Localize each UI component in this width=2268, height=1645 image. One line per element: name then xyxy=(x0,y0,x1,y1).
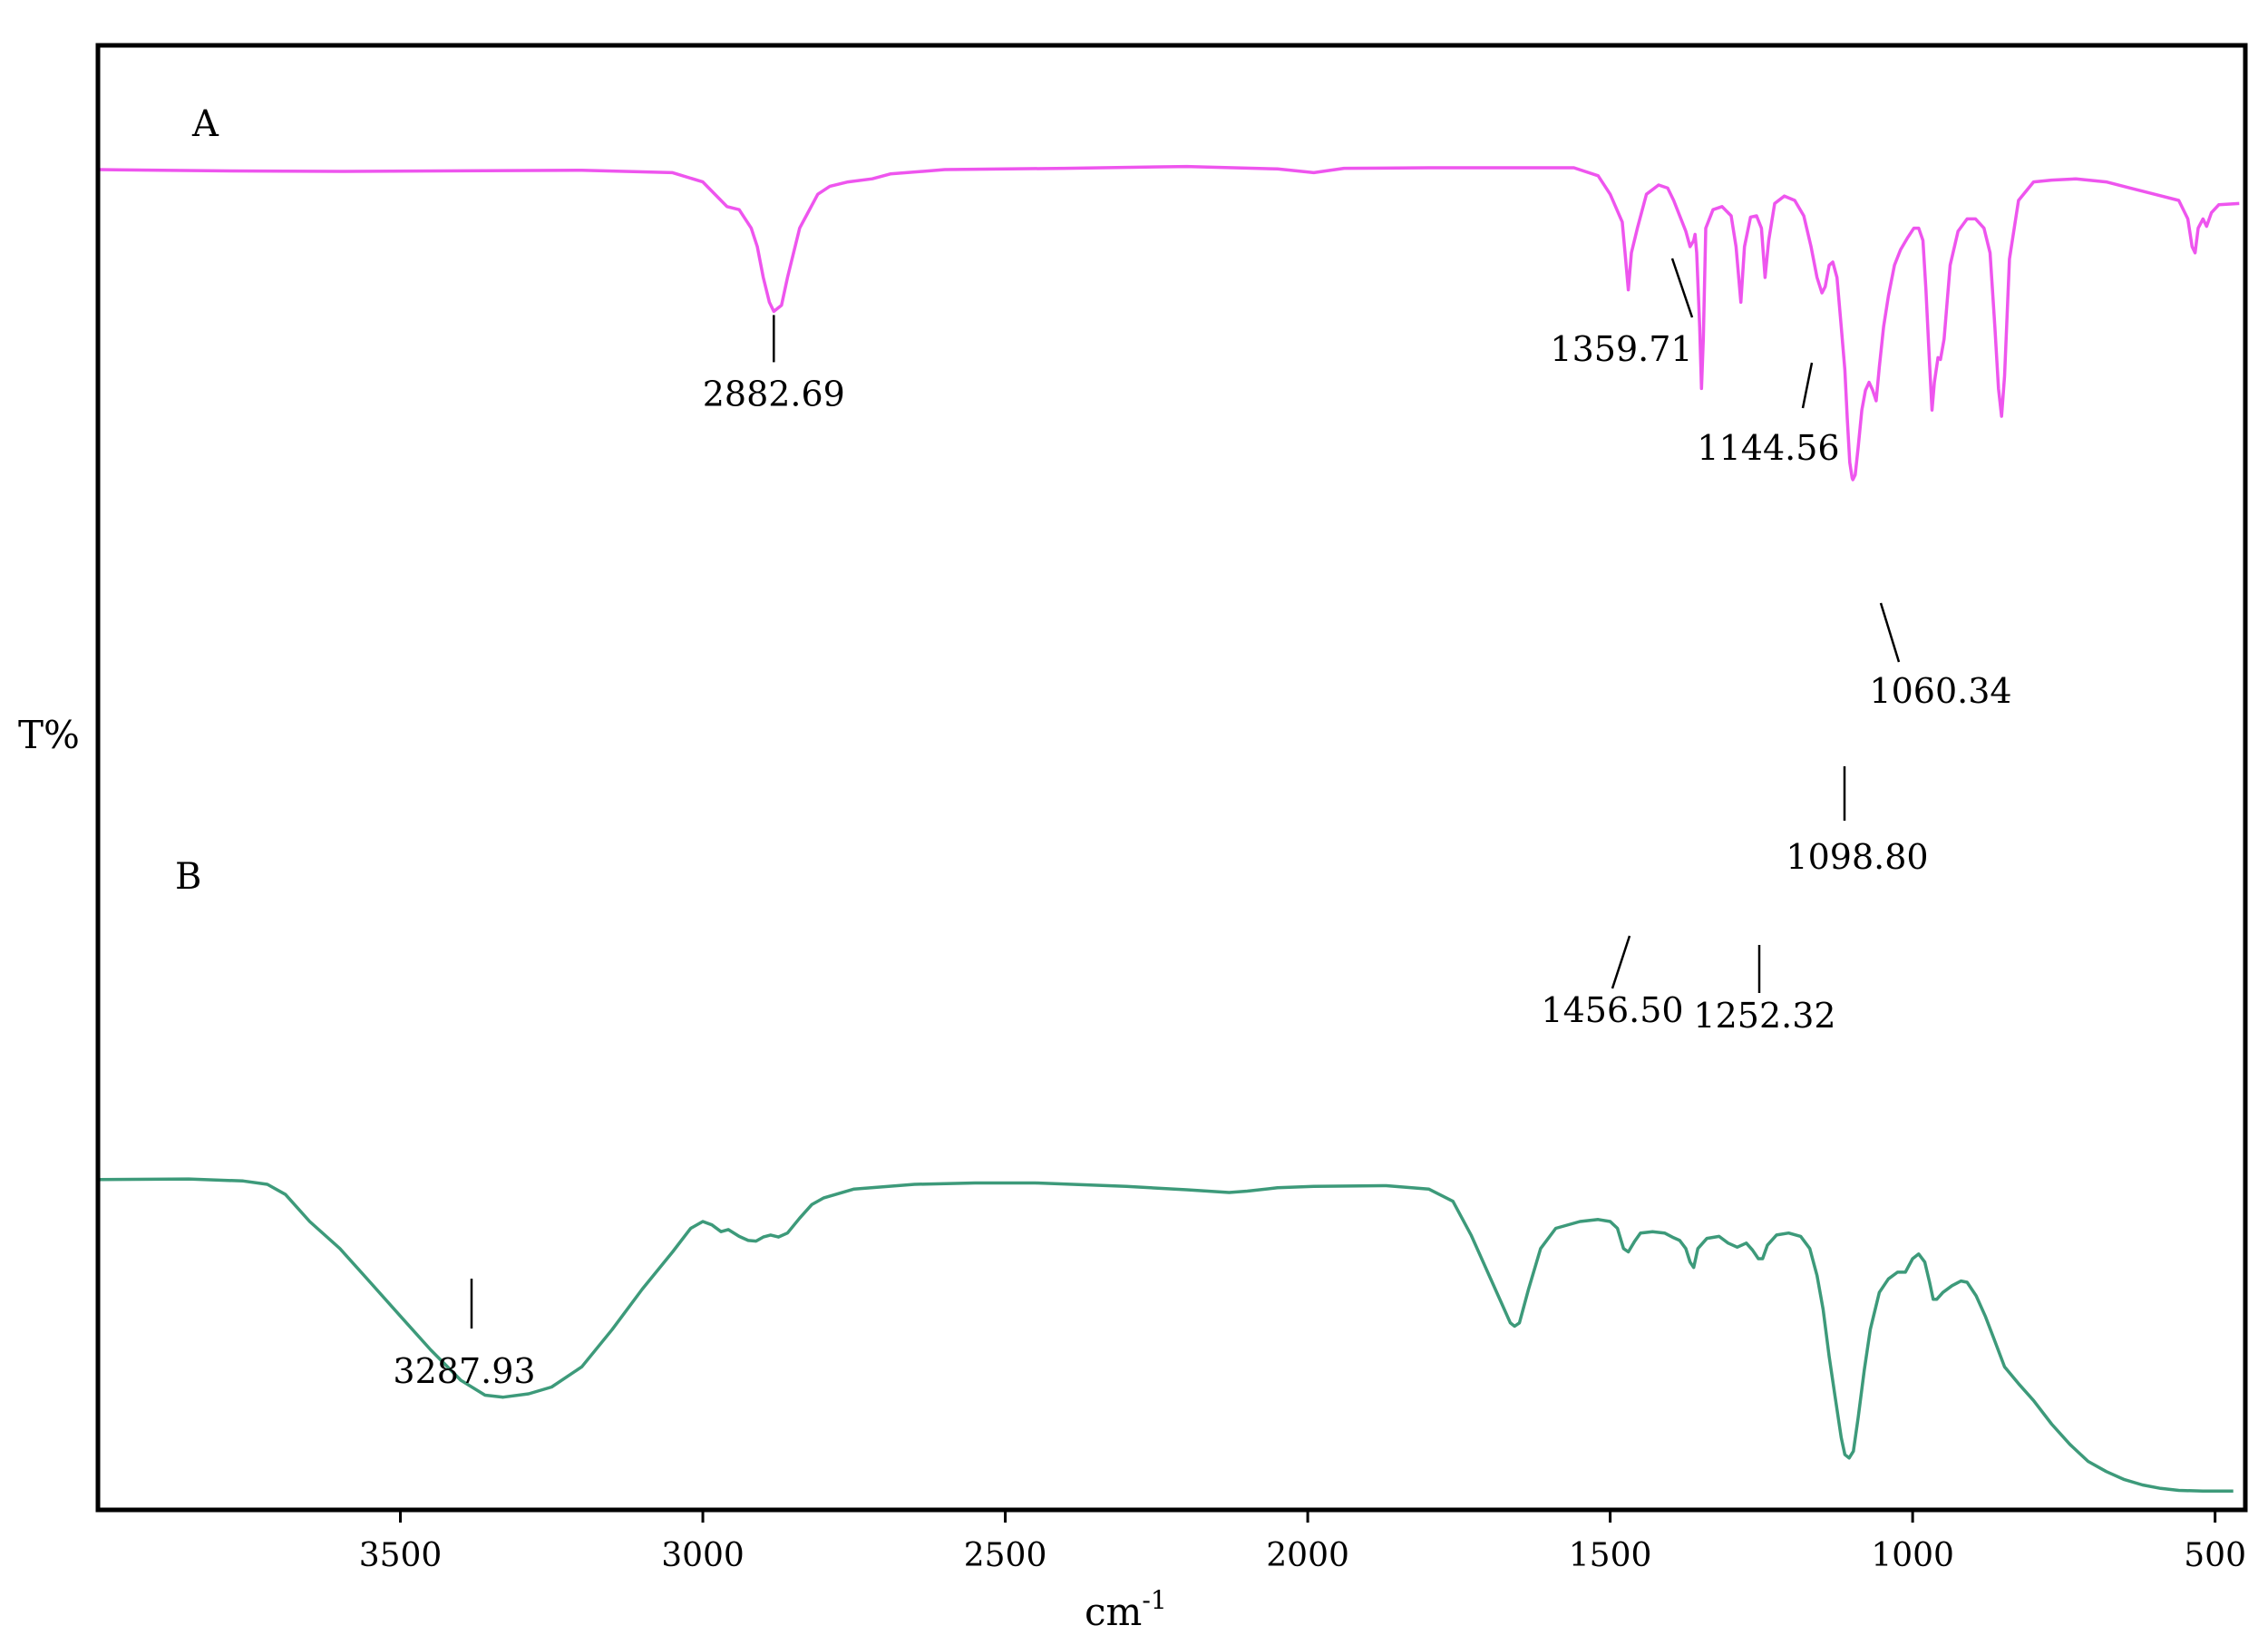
x-axis: 3500 3000 2500 2000 1500 1000 500 xyxy=(359,1510,2246,1574)
peak-label: 1098.80 xyxy=(1786,837,1928,877)
x-tick-label: 3500 xyxy=(359,1537,443,1574)
x-axis-label-base: cm xyxy=(1085,1590,1142,1634)
peak-label: 1456.50 xyxy=(1541,990,1683,1030)
peak-label: 1060.34 xyxy=(1869,671,2011,711)
x-tick-label: 1500 xyxy=(1569,1537,1652,1574)
x-tick-label: 3000 xyxy=(661,1537,745,1574)
peak-leader-line xyxy=(1670,258,1694,318)
peak-label: 1359.71 xyxy=(1550,329,1692,369)
peak-leader-line xyxy=(1879,602,1901,663)
series-line-b xyxy=(97,1177,2234,1494)
x-axis-label-superscript: -1 xyxy=(1142,1585,1166,1615)
peak-leader-line xyxy=(1801,362,1814,409)
peak-label: 3287.93 xyxy=(393,1351,535,1391)
peak-label: 2882.69 xyxy=(703,374,845,414)
x-tick-label: 1000 xyxy=(1871,1537,1954,1574)
series-label-b: B xyxy=(175,856,201,898)
annotation-layer: 2882.69 1359.71 1144.56 1098.80 1060.34 3287.… xyxy=(393,258,2012,1391)
peak-label: 1144.56 xyxy=(1697,428,1839,468)
peak-label: 1252.32 xyxy=(1693,996,1835,1036)
x-tick-label: 2500 xyxy=(964,1537,1047,1574)
plot-frame xyxy=(95,43,2248,1513)
series-layer xyxy=(97,164,2240,1494)
series-line-a xyxy=(97,164,2240,482)
x-tick-label: 500 xyxy=(2184,1537,2246,1574)
series-label-a: A xyxy=(191,103,219,145)
y-axis-label: T% xyxy=(18,713,80,757)
x-axis-label: cm-1 xyxy=(1085,1585,1167,1634)
x-tick-label: 2000 xyxy=(1266,1537,1349,1574)
peak-leader-line xyxy=(1611,935,1631,989)
